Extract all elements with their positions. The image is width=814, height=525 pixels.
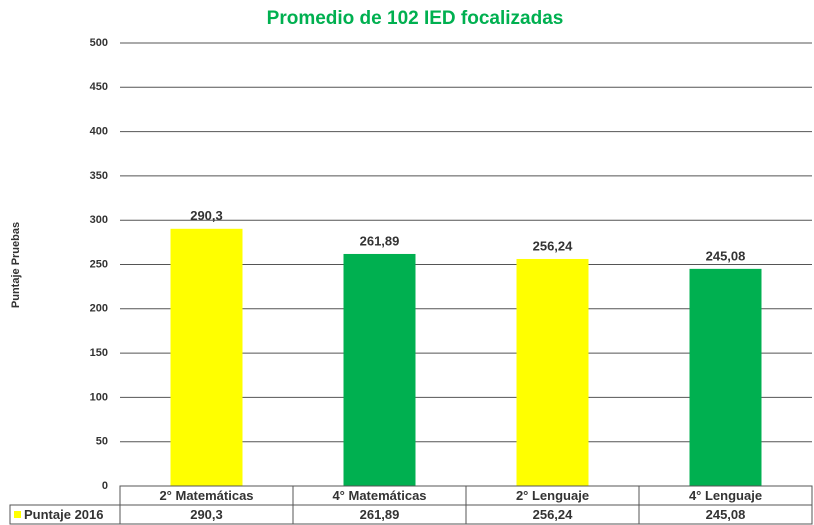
y-tick-label: 50 (96, 436, 108, 448)
chart-title: Promedio de 102 IED focalizadas (267, 8, 564, 29)
data-label: 256,24 (533, 238, 574, 253)
y-tick-label: 350 (90, 170, 108, 182)
table-cell (638, 504, 813, 525)
y-tick-label: 100 (90, 391, 108, 403)
x-tick-label: 4° Matemáticas (332, 488, 426, 503)
legend-label: Puntaje 2016 (24, 507, 104, 522)
y-tick-label: 500 (90, 37, 108, 49)
x-tick-label: 4° Lenguaje (689, 488, 762, 503)
data-label: 245,08 (706, 248, 746, 263)
bar (516, 258, 589, 486)
bar (689, 268, 762, 486)
y-axis-label: Puntaje Pruebas (10, 222, 22, 308)
y-tick-label: 150 (90, 347, 108, 359)
y-tick-label: 450 (90, 81, 108, 93)
y-tick-label: 200 (90, 303, 108, 315)
y-tick-label: 0 (102, 480, 108, 492)
table-value: 256,24 (533, 507, 574, 522)
table-value: 245,08 (706, 507, 746, 522)
table-value: 290,3 (190, 507, 223, 522)
y-tick-label: 400 (90, 126, 108, 138)
table-value: 261,89 (360, 507, 400, 522)
y-tick-label: 250 (90, 258, 108, 270)
legend-swatch (14, 511, 21, 518)
data-label: 290,3 (190, 208, 223, 223)
x-tick-label: 2° Matemáticas (159, 488, 253, 503)
bar (343, 253, 416, 486)
x-tick-label: 2° Lenguaje (516, 488, 589, 503)
data-label: 261,89 (360, 233, 400, 248)
y-tick-label: 300 (90, 214, 108, 226)
bar (170, 228, 243, 487)
